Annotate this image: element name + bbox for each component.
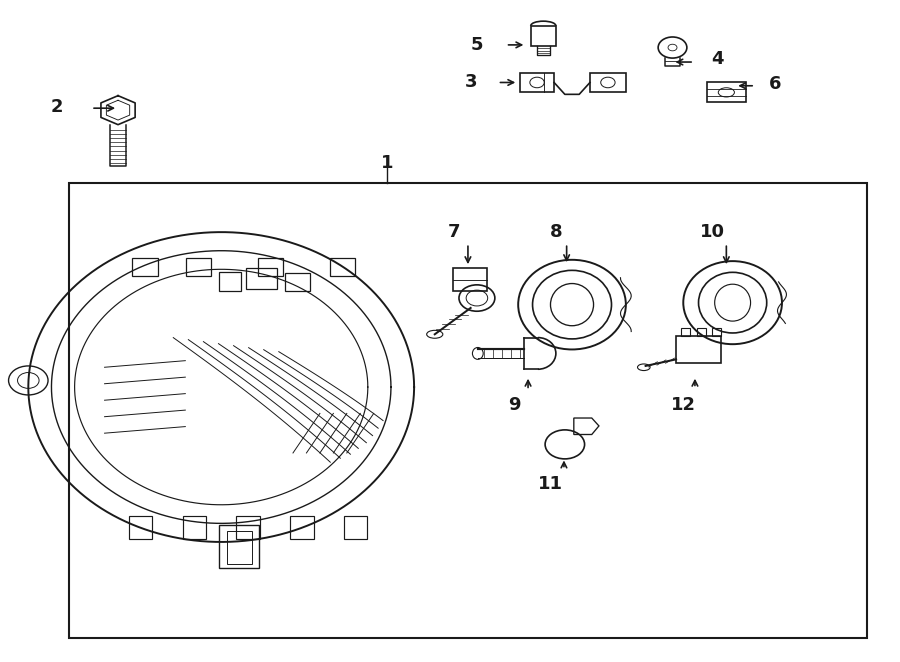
Text: 9: 9	[508, 397, 521, 414]
Bar	[291, 516, 313, 539]
Bar	[697, 328, 706, 336]
Bar	[258, 258, 284, 276]
Bar	[220, 526, 259, 568]
Bar	[237, 516, 260, 539]
Bar	[68, 183, 868, 638]
Bar	[186, 258, 211, 276]
Text: 3: 3	[465, 73, 478, 91]
Bar	[520, 73, 554, 93]
Bar	[227, 531, 252, 564]
Text: 8: 8	[550, 223, 562, 241]
Bar	[132, 258, 157, 276]
Bar	[676, 336, 721, 363]
Text: 7: 7	[448, 223, 461, 241]
Bar	[706, 83, 746, 102]
Text: 10: 10	[700, 223, 725, 241]
Bar	[712, 328, 721, 336]
Bar	[285, 273, 310, 291]
Bar	[531, 26, 556, 46]
Bar	[590, 73, 625, 93]
Bar	[453, 268, 487, 291]
Bar	[183, 516, 206, 539]
Text: 6: 6	[769, 75, 781, 93]
Bar	[219, 271, 241, 291]
Bar	[681, 328, 690, 336]
Bar	[344, 516, 367, 539]
Text: 5: 5	[471, 36, 483, 54]
Text: 4: 4	[711, 50, 724, 68]
Text: 2: 2	[50, 98, 63, 116]
Text: 11: 11	[538, 475, 563, 493]
Bar	[246, 268, 277, 289]
Text: 1: 1	[381, 154, 393, 172]
Text: 12: 12	[670, 397, 696, 414]
Bar	[329, 258, 355, 276]
Bar	[129, 516, 152, 539]
